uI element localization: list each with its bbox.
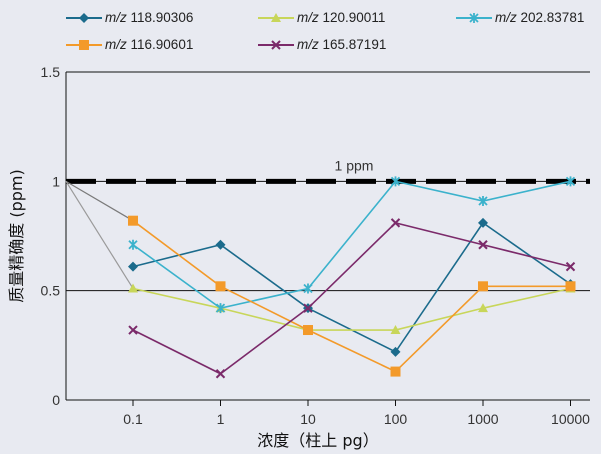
series-line-3 — [132, 180, 571, 310]
y-tick-label: 1 — [52, 173, 60, 189]
x-tick-label: 1 — [217, 411, 225, 427]
y-tick-label: 1.5 — [41, 64, 61, 80]
data-point-series-3 — [565, 176, 576, 187]
data-point-series-5 — [215, 369, 226, 379]
data-point-series-5 — [565, 261, 576, 272]
data-point-series-3 — [215, 303, 226, 314]
data-point-series-2 — [128, 283, 138, 293]
data-point-series-2 — [390, 325, 401, 335]
legend-prefix: m/z — [495, 10, 517, 25]
data-point-series-3 — [303, 283, 313, 294]
reference-line-label: 1 ppm — [335, 157, 374, 173]
data-point-series-5 — [303, 303, 313, 313]
data-point-series-4 — [565, 281, 576, 292]
legend-item-1: m/z 118.90306 — [66, 10, 193, 25]
data-point-series-1 — [390, 346, 401, 357]
legend-label: 118.90306 — [130, 10, 194, 25]
lead-in-line — [65, 181, 134, 289]
data-point-series-5 — [478, 240, 488, 250]
data-point-series-4 — [215, 281, 226, 292]
legend-item-3: m/z 202.83781 — [456, 10, 584, 25]
x-tick-label: 0.1 — [123, 411, 143, 427]
legend-label: 165.87191 — [322, 37, 387, 52]
x-tick-label: 1000 — [467, 411, 498, 427]
legend-prefix: m/z — [297, 37, 319, 52]
y-tick-label: 0.5 — [41, 283, 61, 299]
legend-item-5: m/z 165.87191 — [258, 37, 386, 52]
data-point-series-3 — [128, 239, 138, 250]
series-line-4 — [132, 220, 571, 373]
data-point-series-1 — [478, 217, 488, 228]
data-point-series-5 — [390, 218, 401, 228]
legend-label: 120.90011 — [322, 10, 386, 25]
data-point-series-4 — [303, 325, 313, 336]
x-tick-label: 10000 — [551, 411, 590, 427]
legend-swatch-square — [66, 40, 102, 51]
data-point-series-4 — [390, 366, 401, 377]
legend-label: 116.90601 — [130, 37, 194, 52]
legend-prefix: m/z — [105, 10, 127, 25]
x-tick-label: 100 — [384, 411, 408, 427]
data-point-series-4 — [478, 281, 488, 292]
data-point-series-3 — [390, 176, 401, 187]
legend-item-4: m/z 116.90601 — [66, 37, 193, 52]
y-axis-title: 质量精确度 (ppm) — [7, 169, 26, 302]
legend-swatch-diamond — [66, 13, 102, 24]
data-point-series-5 — [128, 325, 138, 335]
data-point-series-2 — [478, 303, 488, 313]
y-tick-label: 0 — [52, 392, 60, 408]
lead-in-line — [65, 180, 134, 222]
data-point-series-4 — [128, 215, 138, 226]
legend-swatch-triangle — [258, 13, 294, 23]
x-tick-label: 10 — [300, 411, 316, 427]
legend-prefix: m/z — [105, 37, 127, 52]
legend-prefix: m/z — [297, 10, 319, 25]
series-line-2 — [132, 287, 571, 331]
legend-label: 202.83781 — [520, 10, 585, 25]
series-line-5 — [132, 221, 571, 375]
data-point-series-1 — [128, 261, 138, 272]
data-point-series-3 — [478, 196, 488, 207]
x-axis-title: 浓度（柱上 pg） — [257, 431, 378, 450]
legend-item-2: m/z 120.90011 — [258, 10, 385, 25]
legend-swatch-asterisk — [456, 13, 492, 24]
series-line-1 — [132, 221, 571, 353]
data-point-series-1 — [215, 239, 226, 250]
legend-swatch-x — [258, 40, 294, 51]
